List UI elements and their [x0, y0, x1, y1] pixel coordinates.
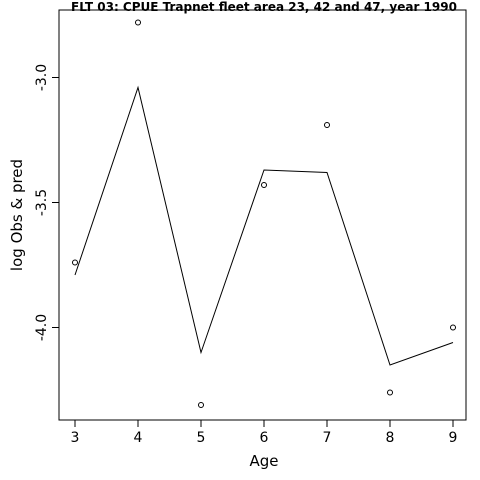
observed-point — [450, 324, 456, 331]
x-tick-label: 5 — [197, 430, 206, 446]
chart-title: FLT 03: CPUE Trapnet fleet area 23, 42 a… — [71, 0, 457, 14]
x-tick-label: 6 — [260, 430, 269, 446]
x-tick-label: 9 — [449, 430, 458, 446]
y-axis: -3.0 -3.5 -4.0 — [34, 64, 60, 341]
y-axis-label: log Obs & pred — [8, 159, 26, 271]
x-tick-label: 4 — [134, 430, 143, 446]
y-tick-label: -3.0 — [34, 64, 50, 91]
x-tick-label: 8 — [386, 430, 395, 446]
x-tick-label: 3 — [71, 430, 80, 446]
observed-point — [324, 122, 330, 128]
observed-point — [261, 182, 267, 188]
predicted-line — [74, 85, 454, 366]
observed-point — [135, 19, 141, 26]
x-axis-label: Age — [249, 452, 278, 470]
y-tick-label: -3.5 — [34, 189, 50, 216]
observed-point — [387, 389, 393, 396]
observed-point — [72, 259, 78, 266]
series-layer — [72, 19, 456, 408]
plot-frame — [58, 9, 467, 421]
x-axis: 3 4 5 6 7 8 9 — [71, 419, 458, 446]
y-tick-label: -4.0 — [34, 314, 50, 341]
x-tick-label: 7 — [323, 430, 332, 446]
observed-point — [198, 402, 204, 408]
